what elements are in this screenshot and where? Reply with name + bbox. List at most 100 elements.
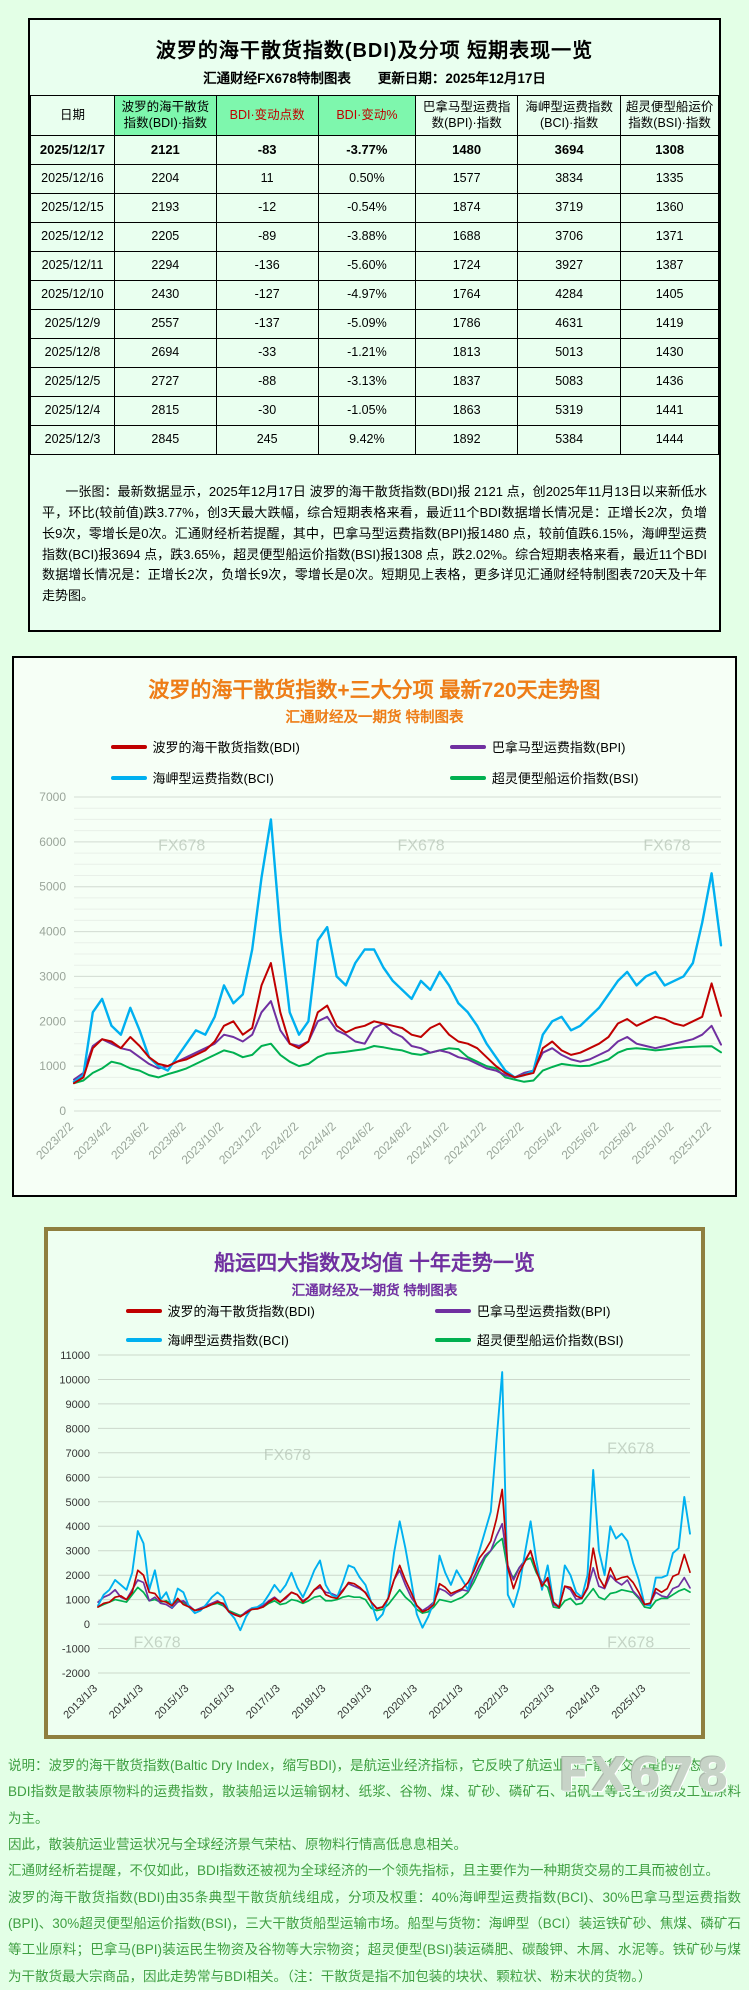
svg-text:2025/2/2: 2025/2/2 <box>483 1119 526 1162</box>
table-cell-bci: 5319 <box>517 396 622 427</box>
table-cell-date: 2025/12/8 <box>30 338 115 369</box>
footer-note-line: 说明：波罗的海干散货指数(Baltic Dry Index，缩写BDI)，是航运… <box>8 1758 715 1774</box>
table-cell-bdi: 2845 <box>113 425 217 456</box>
legend-label: 海岬型运费指数(BCI) <box>152 771 274 787</box>
table-cell-bdi: 2193 <box>113 193 217 224</box>
table-cell-bci: 5083 <box>517 367 622 398</box>
fx678-chart-watermark: FX678 <box>158 837 205 854</box>
column-header: 波罗的海干散货指数(BDI)·指数 <box>113 94 217 137</box>
table-summary-text: 一张图：最新数据显示，2025年12月17日 波罗的海干散货指数(BDI)报 2… <box>42 484 707 604</box>
table-cell-bpi: 1892 <box>415 425 519 456</box>
svg-text:9000: 9000 <box>66 1399 90 1411</box>
fx678-chart-watermark: FX678 <box>134 1635 181 1652</box>
table-cell-change_pct: 9.42% <box>317 425 417 456</box>
legend-item: 巴拿马型运费指数(BPI) <box>434 1301 624 1320</box>
series-line <box>73 1000 722 1081</box>
table-cell-date: 2025/12/3 <box>30 425 115 456</box>
svg-text:2019/1/3: 2019/1/3 <box>335 1683 374 1722</box>
table-cell-bci: 3706 <box>517 222 622 253</box>
svg-text:8000: 8000 <box>66 1423 90 1435</box>
svg-text:5000: 5000 <box>39 880 66 894</box>
table-cell-date: 2025/12/12 <box>30 222 115 253</box>
fx678-chart-watermark: FX678 <box>607 1441 654 1458</box>
table-cell-change: -30 <box>215 396 319 427</box>
legend-swatch <box>434 1308 471 1313</box>
svg-text:2000: 2000 <box>39 1014 66 1028</box>
table-cell-date: 2025/12/10 <box>30 280 115 311</box>
fx678-chart-watermark: FX678 <box>398 837 445 854</box>
table-row: 2025/12/12 2205 -89 -3.88% 1688 3706 1371 <box>30 222 719 253</box>
table-row: 2025/12/3 2845 245 9.42% 1892 5384 1444 <box>30 425 719 456</box>
table-cell-date: 2025/12/17 <box>30 135 115 166</box>
svg-text:2014/1/3: 2014/1/3 <box>107 1683 146 1722</box>
footer-note-line: BDI指数是散装原物料的运费指数，散装船运以运输钢材、纸浆、谷物、煤、矿砂、磷矿… <box>8 1784 741 1826</box>
fx678-chart-watermark: FX678 <box>264 1447 311 1464</box>
chart-10y-title: 船运四大指数及均值 十年走势一览 <box>214 1252 535 1276</box>
table-cell-bci: 3694 <box>517 135 622 166</box>
svg-text:1000: 1000 <box>66 1595 90 1607</box>
svg-text:2015/1/3: 2015/1/3 <box>153 1683 192 1722</box>
chart-10year-section: 船运四大指数及均值 十年走势一览 汇通财经及一期货 特制图表 波罗的海干散货指数… <box>44 1227 705 1740</box>
table-cell-change: -12 <box>215 193 319 224</box>
table-cell-bdi: 2205 <box>113 222 217 253</box>
column-header: 海岬型运费指数(BCI)·指数 <box>517 94 622 137</box>
table-row: 2025/12/8 2694 -33 -1.21% 1813 5013 1430 <box>30 338 719 369</box>
chart-10y-subtitle: 汇通财经及一期货 特制图表 <box>291 1283 458 1299</box>
svg-text:2025/1/3: 2025/1/3 <box>610 1683 649 1722</box>
column-header: 超灵便型船运价指数(BSI)·指数 <box>620 94 719 137</box>
table-row: 2025/12/11 2294 -136 -5.60% 1724 3927 1387 <box>30 251 719 282</box>
table-row: 2025/12/17 2121 -83 -3.77% 1480 3694 1308 <box>30 135 719 166</box>
svg-text:3000: 3000 <box>66 1546 90 1558</box>
short-term-table-section: 波罗的海干散货指数(BDI)及分项 短期表现一览 汇通财经FX678特制图表 更… <box>28 18 721 633</box>
table-row: 2025/12/4 2815 -30 -1.05% 1863 5319 1441 <box>30 396 719 427</box>
legend-item: 波罗的海干散货指数(BDI) <box>125 1301 315 1320</box>
table-cell-bpi: 1688 <box>415 222 519 253</box>
table-cell-bpi: 1813 <box>415 338 519 369</box>
fx678-page-watermark: FX678 <box>558 1748 731 1802</box>
table-row: 2025/12/10 2430 -127 -4.97% 1764 4284 1405 <box>30 280 719 311</box>
table-cell-date: 2025/12/5 <box>30 367 115 398</box>
legend-swatch <box>434 1337 471 1342</box>
table-cell-bdi: 2430 <box>113 280 217 311</box>
table-cell-bpi: 1724 <box>415 251 519 282</box>
table-cell-change_pct: -3.77% <box>317 135 417 166</box>
table-cell-bci: 3719 <box>517 193 622 224</box>
table-header-row: 日期 波罗的海干散货指数(BDI)·指数 BDI·变动点数 BDI·变动% 巴拿马型运费… <box>30 94 719 137</box>
table-cell-change_pct: -0.54% <box>317 193 417 224</box>
table-cell-change: -83 <box>215 135 319 166</box>
table-cell-bsi: 1444 <box>620 425 719 456</box>
legend-swatch <box>110 744 147 749</box>
series-line <box>73 962 722 1085</box>
legend-label: 波罗的海干散货指数(BDI) <box>167 1304 315 1320</box>
legend-swatch <box>449 744 486 749</box>
legend-swatch <box>449 775 486 780</box>
svg-text:2021/1/3: 2021/1/3 <box>427 1683 466 1722</box>
table-row: 2025/12/15 2193 -12 -0.54% 1874 3719 1360 <box>30 193 719 224</box>
table-cell-bci: 4284 <box>517 280 622 311</box>
table-cell-change: -136 <box>215 251 319 282</box>
table-cell-change_pct: -1.21% <box>317 338 417 369</box>
svg-text:11000: 11000 <box>60 1350 90 1362</box>
table-cell-bpi: 1863 <box>415 396 519 427</box>
table-cell-bci: 3927 <box>517 251 622 282</box>
svg-text:6000: 6000 <box>66 1472 90 1484</box>
table-cell-bci: 5013 <box>517 338 622 369</box>
table-cell-bsi: 1430 <box>620 338 719 369</box>
svg-text:1000: 1000 <box>39 1059 66 1073</box>
table-cell-bci: 5384 <box>517 425 622 456</box>
table-cell-bci: 3834 <box>517 164 622 195</box>
svg-text:0: 0 <box>59 1104 66 1118</box>
table-cell-change: 245 <box>215 425 319 456</box>
svg-text:2016/1/3: 2016/1/3 <box>198 1683 237 1722</box>
svg-text:-2000: -2000 <box>62 1668 90 1680</box>
legend-item: 海岬型运费指数(BCI) <box>110 768 300 787</box>
table-cell-bsi: 1419 <box>620 309 719 340</box>
table-cell-bdi: 2204 <box>113 164 217 195</box>
legend-item: 海岬型运费指数(BCI) <box>125 1330 315 1349</box>
table-cell-change: -137 <box>215 309 319 340</box>
table-cell-bsi: 1436 <box>620 367 719 398</box>
table-cell-bpi: 1837 <box>415 367 519 398</box>
table-cell-change_pct: -4.97% <box>317 280 417 311</box>
table-cell-bdi: 2294 <box>113 251 217 282</box>
table-cell-change: -33 <box>215 338 319 369</box>
